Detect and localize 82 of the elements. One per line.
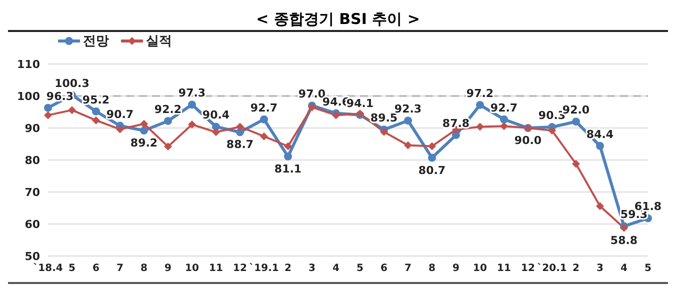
point — [284, 142, 292, 150]
point — [572, 118, 580, 126]
data-label: 58.8 — [610, 234, 638, 247]
y-tick-label: 110 — [17, 58, 40, 71]
x-tick-label: 7 — [404, 263, 412, 274]
point — [116, 125, 124, 134]
point — [188, 100, 196, 109]
x-tick-label: 9 — [452, 263, 460, 274]
point — [188, 120, 196, 128]
data-label: 92.2 — [154, 102, 182, 116]
point — [548, 126, 556, 135]
point — [140, 126, 148, 135]
x-tick-label: 8 — [140, 263, 148, 274]
x-tick-label: 8 — [428, 263, 436, 274]
x-tick-label: 11 — [497, 263, 511, 274]
point — [476, 100, 484, 109]
x-tick-label: 6 — [92, 263, 100, 274]
data-label: 90.0 — [514, 134, 542, 147]
data-label: 88.7 — [226, 138, 254, 152]
point — [164, 116, 172, 125]
point — [212, 128, 220, 136]
data-label: 89.2 — [130, 136, 158, 150]
point — [44, 111, 52, 120]
data-label: 92.7 — [250, 101, 278, 114]
x-tick-label: 5 — [68, 263, 76, 274]
data-label: 94.1 — [346, 96, 374, 110]
x-tick-label: 3 — [308, 263, 316, 274]
x-tick-label: 5 — [356, 263, 364, 274]
point — [260, 132, 268, 140]
data-label: 100.3 — [54, 77, 90, 90]
data-label: 97.2 — [466, 86, 494, 100]
point — [92, 116, 100, 124]
chart-title: < 종합경기 BSI 추이 > — [255, 9, 421, 30]
x-tick-label: 6 — [380, 263, 388, 274]
data-label: 95.2 — [82, 93, 110, 106]
x-tick-label: 5 — [644, 263, 652, 274]
x-tick-label: `18.4 — [33, 263, 63, 274]
point — [92, 107, 100, 116]
point — [404, 141, 412, 150]
point — [476, 122, 484, 131]
x-tick-label: 4 — [620, 263, 628, 274]
x-tick-label: 4 — [332, 263, 340, 274]
x-tick-label: 7 — [116, 263, 124, 274]
point — [500, 115, 508, 124]
y-tick-label: 100 — [17, 90, 40, 103]
x-tick-label: 9 — [164, 263, 172, 274]
data-label: 90.7 — [106, 108, 134, 121]
data-label: 81.1 — [274, 162, 302, 176]
y-tick-label: 80 — [24, 154, 40, 167]
point — [428, 154, 436, 162]
data-label: 97.3 — [178, 86, 206, 100]
point — [500, 122, 508, 130]
point — [164, 142, 172, 151]
point — [140, 120, 148, 128]
point — [284, 152, 292, 160]
x-tick-label: `20.1 — [537, 263, 567, 274]
point — [44, 104, 52, 112]
x-tick-label: `19.1 — [249, 263, 279, 274]
x-tick-label: 10 — [185, 263, 199, 274]
legend-label: 실적 — [146, 33, 172, 50]
x-tick-label: 2 — [572, 263, 580, 274]
data-label: 92.7 — [490, 101, 518, 114]
x-tick-label: 12 — [233, 263, 247, 274]
point — [404, 116, 412, 125]
y-tick-label: 50 — [24, 250, 40, 263]
x-tick-label: 2 — [284, 263, 292, 274]
point — [68, 106, 76, 114]
data-label: 80.7 — [418, 164, 446, 177]
y-tick-label: 90 — [24, 122, 40, 135]
x-tick-label: 12 — [521, 263, 535, 274]
point — [596, 202, 604, 210]
y-tick-label: 70 — [24, 186, 40, 199]
y-tick-label: 60 — [24, 218, 40, 231]
point — [236, 122, 244, 131]
point — [428, 142, 436, 150]
x-tick-label: 11 — [209, 263, 223, 274]
point — [260, 115, 268, 124]
x-tick-label: 3 — [596, 263, 604, 274]
legend-label: 전망 — [83, 33, 109, 50]
point — [572, 160, 580, 168]
point — [596, 142, 604, 150]
x-tick-label: 10 — [473, 263, 487, 274]
